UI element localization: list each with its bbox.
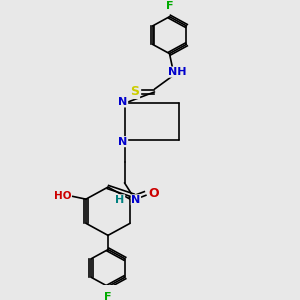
Text: H: H	[116, 195, 124, 205]
Text: F: F	[104, 292, 112, 300]
Text: N: N	[118, 137, 127, 147]
Text: NH: NH	[168, 67, 187, 77]
Text: N: N	[118, 97, 127, 107]
Text: HO: HO	[54, 191, 71, 201]
Text: N: N	[131, 195, 140, 205]
Text: O: O	[148, 187, 159, 200]
Text: F: F	[166, 1, 173, 11]
Text: S: S	[130, 85, 140, 98]
